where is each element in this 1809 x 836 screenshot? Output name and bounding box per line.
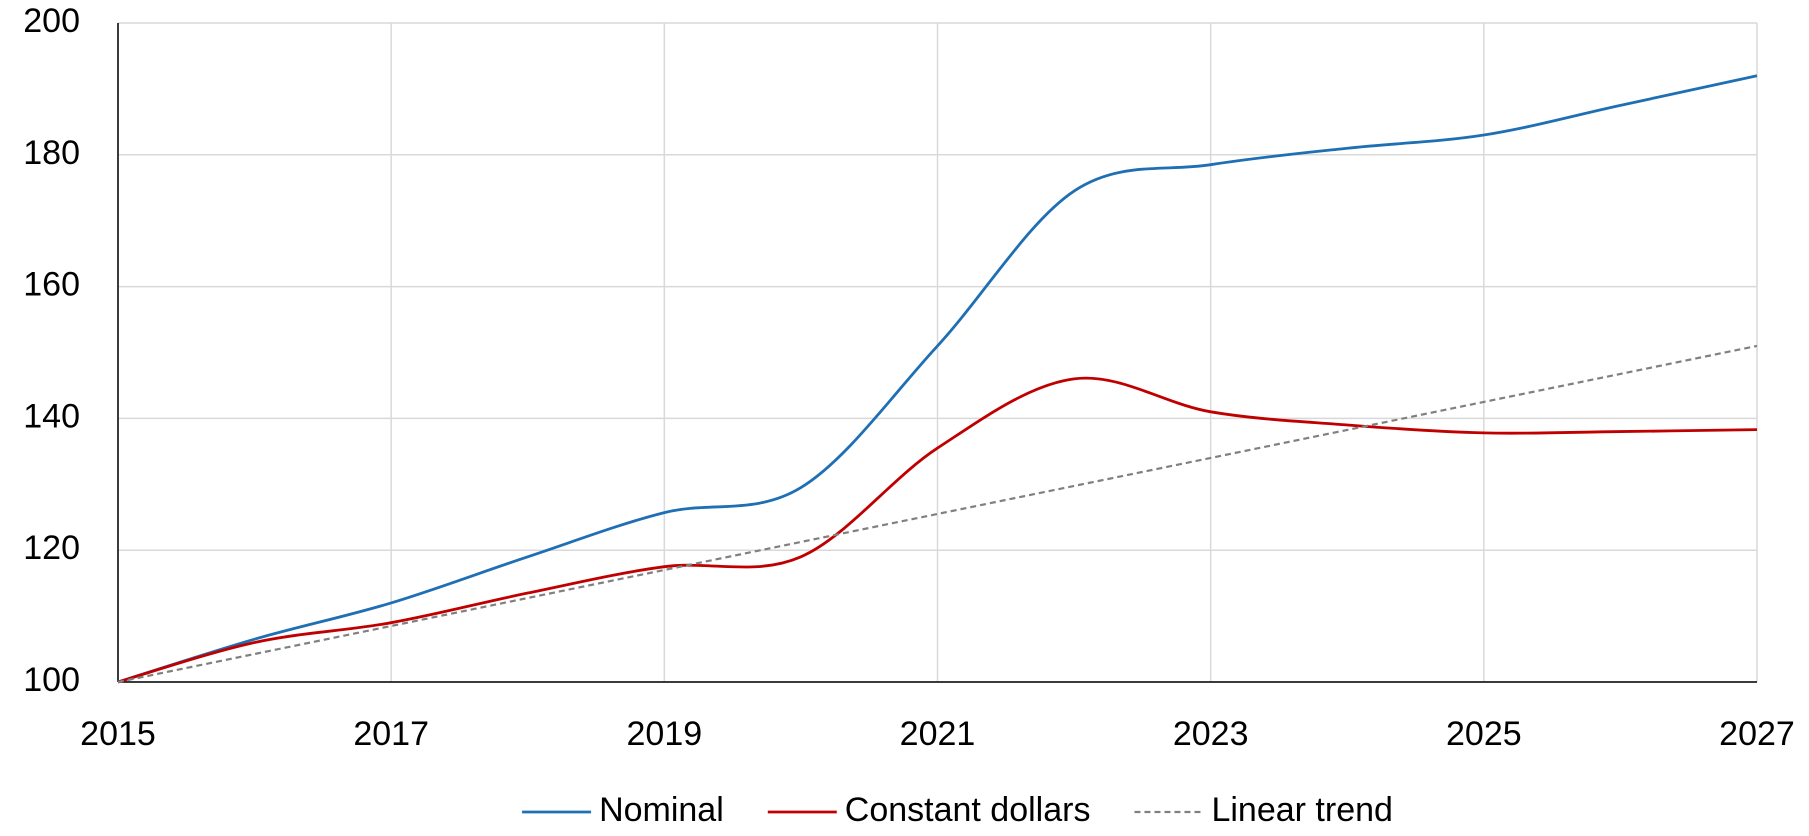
y-tick-label: 160 <box>23 266 80 304</box>
line-series <box>117 74 1758 684</box>
legend-label: Nominal <box>599 791 724 829</box>
x-tick-label: 2021 <box>900 715 976 753</box>
line-series <box>117 344 1758 684</box>
y-tick-label: 180 <box>23 134 80 172</box>
x-tick-label: 2025 <box>1446 715 1522 753</box>
y-tick-label: 100 <box>23 661 80 699</box>
x-tick-label: 2027 <box>1719 715 1795 753</box>
x-tick-label: 2019 <box>627 715 703 753</box>
x-tick-label: 2023 <box>1173 715 1249 753</box>
legend-label: Constant dollars <box>845 791 1091 829</box>
y-tick-label: 120 <box>23 529 80 567</box>
legend-label: Linear trend <box>1211 791 1392 829</box>
y-tick-label: 200 <box>23 2 80 40</box>
x-tick-label: 2015 <box>80 715 156 753</box>
y-tick-label: 140 <box>23 397 80 435</box>
x-tick-label: 2017 <box>353 715 429 753</box>
line-series <box>117 376 1758 684</box>
